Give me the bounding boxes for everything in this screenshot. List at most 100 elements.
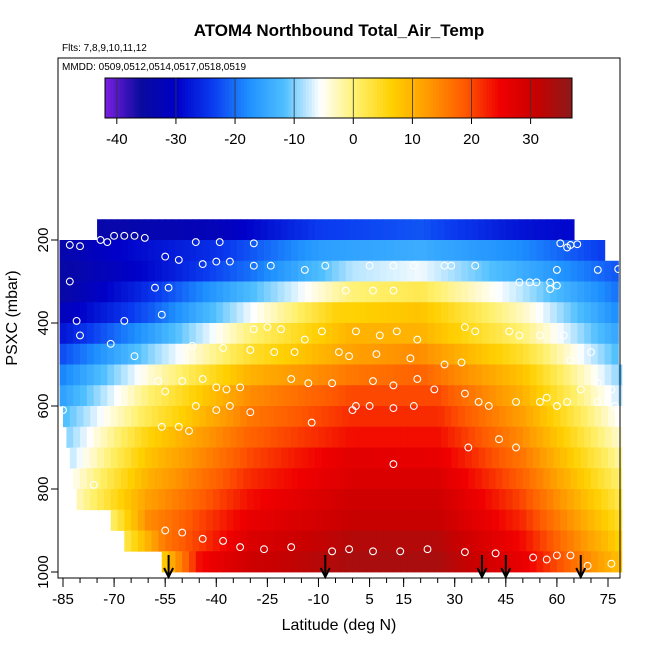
- heatmap-cell: [499, 530, 507, 552]
- heatmap-cell: [376, 530, 384, 552]
- heatmap-cell: [97, 447, 105, 469]
- heatmap-cell: [195, 281, 204, 303]
- heatmap-cell: [73, 240, 81, 262]
- heatmap-cell: [246, 406, 255, 428]
- heatmap-cell: [539, 489, 548, 511]
- heatmap-cell: [165, 530, 173, 552]
- heatmap-cell: [175, 551, 183, 573]
- heatmap-cell: [441, 240, 449, 262]
- heatmap-cell: [604, 364, 612, 386]
- heatmap-cell: [59, 281, 67, 303]
- heatmap-cell: [390, 406, 398, 428]
- heatmap-cell: [93, 364, 102, 386]
- heatmap-cell: [386, 364, 394, 386]
- observation-point: [396, 547, 405, 556]
- heatmap-cell: [120, 426, 129, 448]
- heatmap-cell: [223, 343, 231, 365]
- observation-point: [59, 406, 67, 415]
- heatmap-cell: [420, 385, 429, 407]
- observation-point: [151, 283, 159, 292]
- heatmap-cell: [444, 406, 452, 428]
- heatmap-cell: [165, 447, 173, 469]
- heatmap-cell: [209, 343, 217, 365]
- heatmap-cell: [127, 426, 136, 448]
- heatmap-cell: [427, 426, 435, 448]
- heatmap-cell: [427, 323, 435, 345]
- heatmap-cell: [485, 530, 493, 552]
- heatmap-cell: [304, 426, 313, 448]
- heatmap-cell: [522, 323, 531, 345]
- heatmap-cell: [390, 219, 398, 241]
- heatmap-cell: [372, 302, 381, 324]
- heatmap-cell: [608, 406, 616, 428]
- heatmap-cell: [325, 323, 333, 345]
- heatmap-cell: [298, 551, 306, 573]
- colorbar-segment: [143, 78, 147, 118]
- heatmap-cell: [553, 530, 561, 552]
- heatmap-cell: [304, 302, 313, 324]
- heatmap-cell: [502, 426, 510, 448]
- heatmap-cell: [175, 343, 183, 365]
- heatmap-cell: [400, 468, 408, 490]
- observation-point: [389, 261, 398, 270]
- heatmap-cell: [611, 281, 619, 303]
- heatmap-cell: [597, 240, 606, 262]
- heatmap-cell: [577, 240, 585, 262]
- observation-point: [607, 559, 616, 568]
- heatmap-cell: [291, 323, 299, 345]
- observation-point: [471, 327, 480, 336]
- observation-point: [164, 283, 173, 292]
- heatmap-cell: [192, 219, 200, 241]
- heatmap-cell: [604, 281, 612, 303]
- heatmap-cell: [178, 530, 187, 552]
- heatmap-cell: [229, 551, 238, 573]
- heatmap-cell: [338, 240, 347, 262]
- heatmap-cell: [223, 281, 231, 303]
- heatmap-cell: [570, 323, 578, 345]
- heatmap-cell: [410, 406, 418, 428]
- heatmap-cell: [434, 281, 442, 303]
- heatmap-cell: [372, 364, 381, 386]
- heatmap-cell: [117, 219, 125, 241]
- heatmap-cell: [277, 364, 285, 386]
- heatmap-cell: [325, 281, 333, 303]
- heatmap-cell: [100, 281, 108, 303]
- colorbar-segment: [388, 78, 393, 118]
- heatmap-cell: [80, 281, 88, 303]
- heatmap-cell: [229, 323, 238, 345]
- heatmap-cell: [376, 447, 384, 469]
- heatmap-cell: [216, 281, 224, 303]
- heatmap-cell: [597, 468, 606, 490]
- heatmap-cell: [168, 426, 176, 448]
- heatmap-cell: [434, 364, 442, 386]
- heatmap-cell: [298, 302, 306, 324]
- heatmap-cell: [144, 406, 153, 428]
- heatmap-cell: [260, 406, 268, 428]
- heatmap-cell: [516, 385, 524, 407]
- heatmap-cell: [475, 302, 483, 324]
- observation-point: [406, 354, 415, 363]
- heatmap-cell: [263, 260, 272, 282]
- heatmap-cell: [195, 468, 204, 490]
- heatmap-cell: [137, 509, 146, 531]
- heatmap-cell: [168, 323, 176, 345]
- heatmap-cell: [536, 468, 544, 490]
- heatmap-cell: [332, 385, 340, 407]
- heatmap-cell: [505, 447, 514, 469]
- observation-point: [413, 335, 422, 344]
- colorbar-segment: [403, 78, 407, 118]
- heatmap-cell: [270, 426, 279, 448]
- heatmap-cell: [223, 551, 231, 573]
- heatmap-cell: [250, 302, 258, 324]
- heatmap-cell: [148, 364, 156, 386]
- observation-point: [191, 238, 200, 247]
- heatmap-cell: [267, 406, 275, 428]
- heatmap-cell: [539, 219, 548, 241]
- heatmap-cell: [434, 343, 442, 365]
- heatmap-cell: [182, 343, 190, 365]
- heatmap-cell: [185, 219, 194, 241]
- heatmap-cell: [461, 302, 469, 324]
- colorbar-segment: [376, 78, 381, 118]
- heatmap-cell: [529, 260, 538, 282]
- heatmap-cell: [189, 551, 197, 573]
